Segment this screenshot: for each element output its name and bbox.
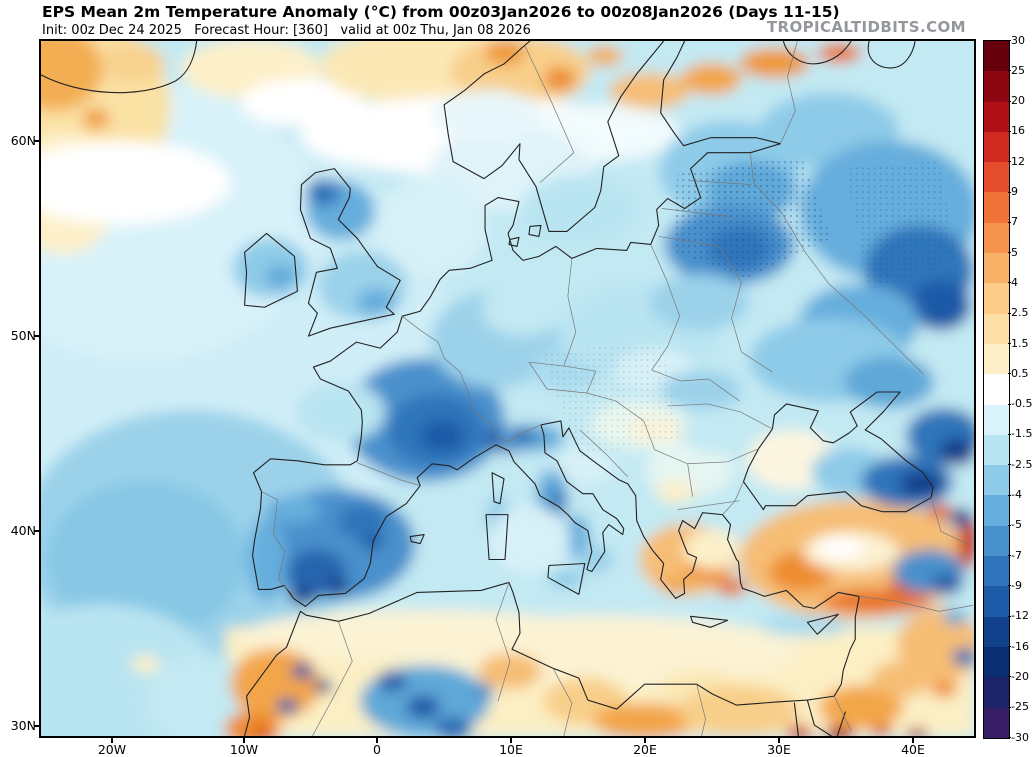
island-sicily [547, 562, 586, 595]
island-sardinia [485, 514, 509, 561]
island-mallorca [409, 534, 425, 545]
coast-britain [299, 168, 401, 337]
colorbar-tick-label: 12 [1011, 154, 1025, 168]
colorbar-tick-label: 25 [1011, 63, 1025, 77]
colorbar-tick-label: -25 [1011, 700, 1029, 714]
country-borders [261, 41, 974, 736]
lon-tick-label: 30E [767, 742, 791, 757]
lon-tick-mark [644, 738, 646, 743]
coast-ireland [244, 232, 298, 308]
map-title: EPS Mean 2m Temperature Anomaly (°C) fro… [42, 3, 840, 21]
brand-watermark: TROPICALTIDBITS.COM [766, 18, 966, 36]
colorbar-tick-label: -16 [1011, 639, 1029, 653]
lon-tick-label: 10W [229, 742, 259, 757]
coast-iceland [41, 41, 198, 94]
colorbar [983, 40, 1010, 739]
colorbar-tick-label: 7 [1011, 215, 1018, 229]
coast-atlantic-baltic [251, 41, 781, 607]
colorbar-segment [984, 131, 1009, 163]
colorbar-segment [984, 646, 1009, 678]
lon-tick-label: 20W [97, 742, 127, 757]
colorbar-segment [984, 677, 1009, 708]
colorbar-tick-label: -9 [1011, 578, 1022, 592]
colorbar-segment [984, 192, 1009, 223]
colorbar-segment [984, 374, 1009, 405]
lon-tick-mark [912, 738, 914, 743]
colorbar-segment [984, 616, 1009, 647]
lon-tick-mark [778, 738, 780, 743]
lon-tick-mark [111, 738, 113, 743]
lon-tick-label: 40E [901, 742, 925, 757]
lon-tick-mark [376, 738, 378, 743]
lon-tick-label: 20E [633, 742, 657, 757]
colorbar-segment [984, 525, 1009, 557]
map-canvas [39, 39, 976, 738]
map-subtitle: Init: 00z Dec 24 2025 Forecast Hour: [36… [42, 23, 531, 38]
stipple-overlay [539, 156, 958, 458]
colorbar-tick-label: 16 [1011, 124, 1025, 138]
colorbar-segment [984, 556, 1009, 587]
island-corsica [491, 472, 505, 505]
colorbar-segment [984, 434, 1009, 466]
colorbar-segment [984, 162, 1009, 193]
lon-tick-mark [510, 738, 512, 743]
lat-tick-label: 40N [10, 523, 36, 538]
coast-scandinavia [443, 41, 665, 233]
coast-white-sea [782, 41, 916, 69]
colorbar-tick-label: -4 [1011, 488, 1022, 502]
colorbar-segment [984, 71, 1009, 102]
colorbar-tick-label: -20 [1011, 669, 1029, 683]
colorbar-tick-label: 4 [1011, 275, 1018, 289]
colorbar-tick-label: -30 [1011, 730, 1029, 744]
colorbar-tick-label: 5 [1011, 245, 1018, 259]
colorbar-tick-label: -2.5 [1011, 457, 1032, 471]
lat-tick-label: 50N [10, 328, 36, 343]
island-crete [690, 615, 729, 628]
colorbar-segment [984, 707, 1009, 738]
colorbar-tick-label: 1.5 [1011, 336, 1029, 350]
colorbar-tick-label: -0.5 [1011, 397, 1032, 411]
colorbar-tick-label: 9 [1011, 185, 1018, 199]
coast-black-sea [742, 391, 934, 513]
colorbar-segment [984, 495, 1009, 526]
colorbar-segment [984, 465, 1009, 496]
colorbar-tick-label: -12 [1011, 609, 1029, 623]
colorbar-tick-label: 2.5 [1011, 306, 1029, 320]
colorbar-segment [984, 404, 1009, 435]
lon-tick-mark [243, 738, 245, 743]
temperature-anomaly-field [41, 41, 974, 736]
lon-tick-label: 0 [373, 742, 381, 757]
colorbar-tick-label: 30 [1011, 33, 1025, 47]
colorbar-segment [984, 343, 1009, 375]
colorbar-segment [984, 253, 1009, 284]
colorbar-segment [984, 283, 1009, 314]
lat-tick-label: 30N [10, 718, 36, 733]
colorbar-segment [984, 41, 1009, 72]
colorbar-tick-label: -5 [1011, 518, 1022, 532]
coastlines [41, 41, 934, 736]
colorbar-segment [984, 101, 1009, 132]
island-zealand [508, 224, 542, 247]
colorbar-tick-label: 20 [1011, 94, 1025, 108]
colorbar-segment [984, 586, 1009, 617]
island-cyprus [806, 613, 839, 635]
coast-mediterranean [244, 420, 860, 736]
colorbar-tick-label: 0.5 [1011, 366, 1029, 380]
colorbar-tick-label: -7 [1011, 548, 1022, 562]
lon-tick-label: 10E [499, 742, 523, 757]
europe-map-svg [41, 41, 974, 736]
lat-tick-label: 60N [10, 133, 36, 148]
colorbar-segment [984, 222, 1009, 254]
colorbar-tick-label: -1.5 [1011, 427, 1032, 441]
colorbar-segment [984, 313, 1009, 344]
